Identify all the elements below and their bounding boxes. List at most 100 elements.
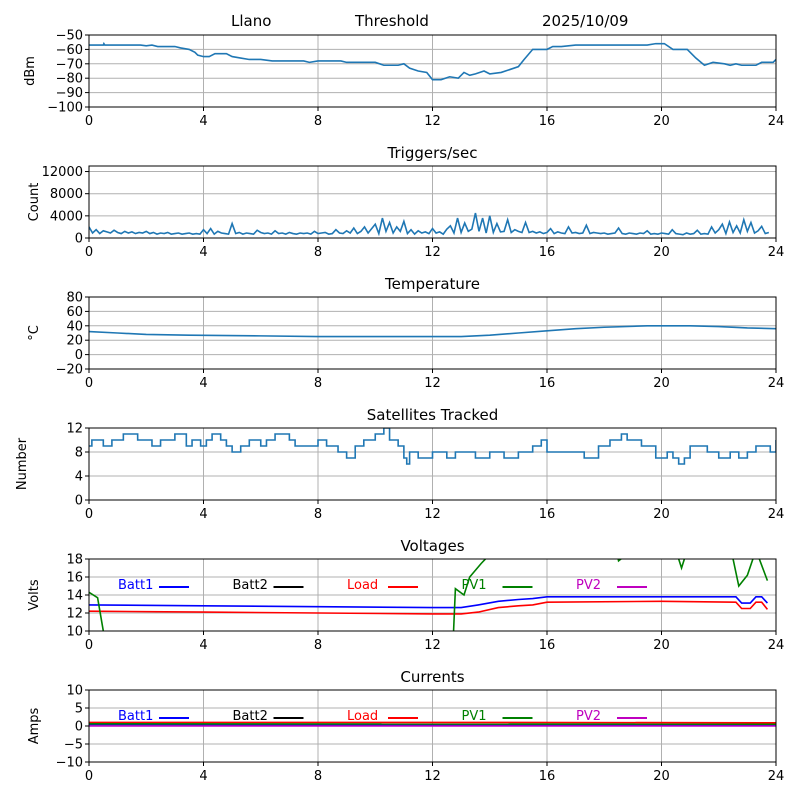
legend-label-pv1: PV1 — [462, 709, 487, 724]
x-tick-label: 16 — [539, 769, 556, 784]
x-tick-label: 12 — [424, 376, 441, 391]
y-tick-label: −10 — [56, 756, 83, 771]
x-tick-label: 24 — [768, 638, 785, 653]
y-axis-label: Volts — [27, 579, 42, 611]
x-tick-label: 24 — [768, 507, 785, 522]
subplot-4: 0 4 8 12 16 20 24 10 12 14 16 18 Voltages Volts Batt1 B… — [27, 537, 785, 653]
x-tick-label: 8 — [314, 769, 322, 784]
header-mode: Threshold — [355, 12, 429, 30]
series-line-batt1 — [89, 596, 769, 609]
x-tick-label: 4 — [199, 245, 207, 260]
x-tick-label: 20 — [653, 507, 670, 522]
x-tick-label: 20 — [653, 245, 670, 260]
x-tick-label: 16 — [539, 245, 556, 260]
y-axis-label: °C — [27, 325, 42, 341]
x-tick-label: 4 — [199, 769, 207, 784]
x-tick-label: 24 — [768, 376, 785, 391]
legend-label-pv2: PV2 — [576, 709, 601, 724]
legend-label-load: Load — [347, 578, 378, 593]
legend-label-batt1: Batt1 — [118, 709, 153, 724]
y-tick-label: −80 — [56, 72, 83, 87]
series-line-signal — [89, 41, 776, 81]
legend-label-pv1: PV1 — [462, 578, 487, 593]
legend-label-pv2: PV2 — [576, 578, 601, 593]
x-tick-label: 8 — [314, 114, 322, 129]
y-axis-label: dBm — [23, 56, 38, 86]
subplot-title: Satellites Tracked — [367, 406, 498, 424]
legend-label-batt2: Batt2 — [233, 578, 268, 593]
y-tick-label: 80 — [66, 291, 83, 306]
x-tick-label: 16 — [539, 376, 556, 391]
x-tick-label: 16 — [539, 638, 556, 653]
y-tick-label: −20 — [56, 363, 83, 378]
y-tick-label: 8 — [75, 446, 83, 461]
y-tick-label: −5 — [64, 738, 83, 753]
y-tick-label: 0 — [75, 720, 83, 735]
subplot-title: Currents — [400, 668, 464, 686]
y-tick-label: 5 — [75, 702, 83, 717]
x-tick-label: 16 — [539, 114, 556, 129]
axes-frame — [88, 427, 777, 501]
y-tick-label: 18 — [66, 553, 83, 568]
y-tick-label: −100 — [47, 101, 83, 116]
x-tick-label: 20 — [653, 769, 670, 784]
series-group — [89, 41, 776, 81]
x-tick-label: 0 — [85, 245, 93, 260]
y-tick-label: 16 — [66, 571, 83, 586]
y-tick-label: −50 — [56, 29, 83, 44]
legend-label-batt2: Batt2 — [233, 709, 268, 724]
x-tick-label: 0 — [85, 638, 93, 653]
axes-frame — [88, 689, 777, 763]
x-tick-label: 4 — [199, 376, 207, 391]
y-tick-label: 10 — [66, 684, 83, 699]
x-tick-label: 24 — [768, 769, 785, 784]
y-tick-label: −70 — [56, 57, 83, 72]
y-tick-label: 0 — [75, 232, 83, 247]
series-line-triggers — [89, 212, 770, 237]
series-group — [89, 428, 776, 465]
x-tick-label: 0 — [85, 376, 93, 391]
axes-frame — [88, 296, 777, 370]
subplot-title: Triggers/sec — [387, 144, 478, 162]
subplot-title: Voltages — [400, 537, 464, 555]
x-tick-label: 0 — [85, 114, 93, 129]
y-axis-label: Number — [15, 437, 30, 490]
series-group — [89, 212, 770, 237]
subplot-3: 0 4 8 12 16 20 24 0 4 8 12 Satellites Tracked Number — [15, 406, 784, 522]
legend-label-load: Load — [347, 709, 378, 724]
y-tick-label: 20 — [66, 334, 83, 349]
x-tick-label: 16 — [539, 507, 556, 522]
x-tick-label: 8 — [314, 245, 322, 260]
y-tick-label: 12 — [66, 422, 83, 437]
y-tick-label: 40 — [66, 319, 83, 334]
x-tick-label: 20 — [653, 638, 670, 653]
y-tick-label: 12 — [66, 607, 83, 622]
y-tick-label: −90 — [56, 86, 83, 101]
y-tick-label: 12000 — [42, 165, 83, 180]
y-tick-label: −60 — [56, 43, 83, 58]
x-tick-label: 12 — [424, 638, 441, 653]
x-tick-label: 12 — [424, 114, 441, 129]
header-date: 2025/10/09 — [542, 12, 629, 30]
axes-frame — [88, 34, 777, 108]
y-tick-label: 14 — [66, 589, 83, 604]
y-tick-label: 60 — [66, 305, 83, 320]
x-tick-label: 12 — [424, 245, 441, 260]
x-tick-label: 20 — [653, 376, 670, 391]
y-tick-label: 4000 — [50, 209, 83, 224]
y-axis-label: Amps — [27, 707, 42, 744]
x-tick-label: 8 — [314, 376, 322, 391]
y-tick-label: 0 — [75, 494, 83, 509]
series-group — [89, 325, 776, 338]
x-tick-label: 8 — [314, 638, 322, 653]
x-tick-label: 12 — [424, 507, 441, 522]
y-tick-label: 0 — [75, 348, 83, 363]
x-tick-label: 8 — [314, 507, 322, 522]
header-site: Llano — [231, 12, 272, 30]
y-tick-label: 8000 — [50, 187, 83, 202]
subplot-1: 0 4 8 12 16 20 24 0 4000 8000 12000 Triggers/sec Cou… — [27, 144, 784, 260]
x-tick-label: 24 — [768, 114, 785, 129]
axes-frame — [88, 165, 777, 239]
